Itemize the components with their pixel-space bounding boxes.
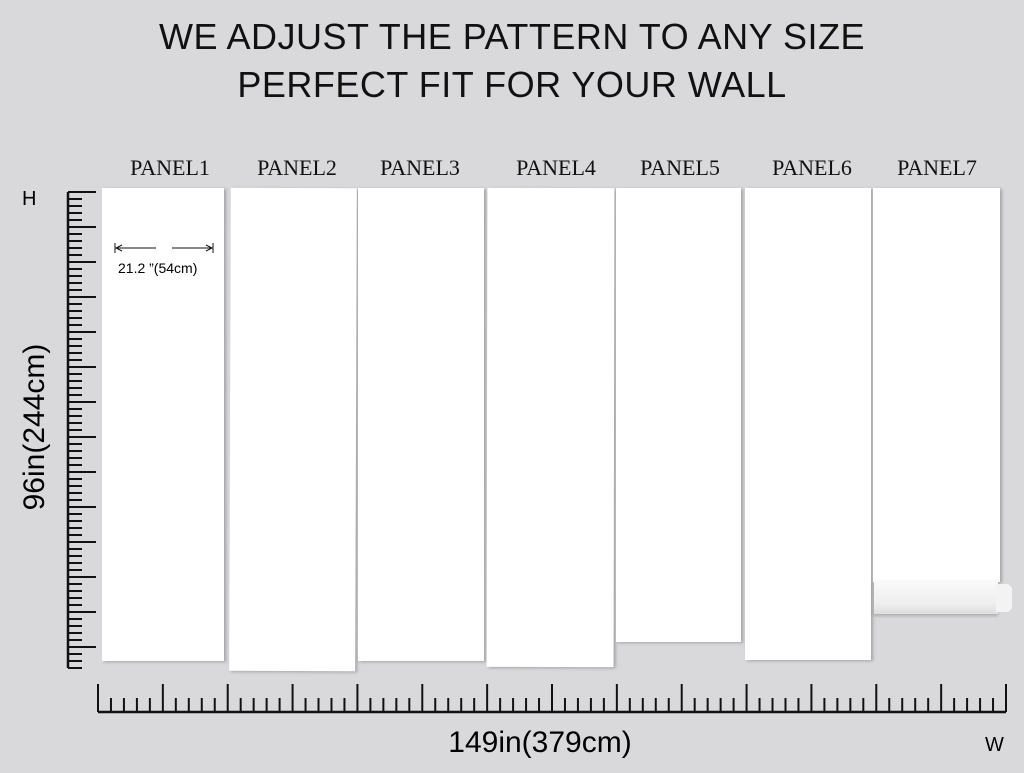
- panel-label-4: PANEL4: [516, 155, 596, 180]
- panel-label-5: PANEL5: [640, 155, 720, 180]
- wallpaper-panel-7: [873, 188, 1000, 582]
- heading-line-2: PERFECT FIT FOR YOUR WALL: [237, 64, 787, 105]
- height-marker: H: [22, 188, 37, 210]
- panel-label-7: PANEL7: [897, 155, 977, 180]
- wallpaper-panel-5: [616, 188, 741, 642]
- wallpaper-roll: [874, 580, 998, 614]
- wallpaper-roll-end: [996, 584, 1012, 612]
- wallpaper-panel-1: [102, 188, 224, 661]
- width-arrow-icon: [114, 243, 214, 253]
- wallpaper-panel-3: [358, 188, 484, 661]
- wallpaper-panel-6: [745, 188, 871, 660]
- width-label: 149in(379cm): [448, 726, 632, 759]
- panel-label-2: PANEL2: [257, 155, 337, 180]
- panel-label-6: PANEL6: [772, 155, 852, 180]
- width-marker: W: [985, 734, 1004, 756]
- panel-label-3: PANEL3: [380, 155, 460, 180]
- panel-width-text: 21.2 ”(54cm): [118, 260, 198, 276]
- heading-line-1: WE ADJUST THE PATTERN TO ANY SIZE: [159, 16, 865, 57]
- panel-label-1: PANEL1: [130, 155, 210, 180]
